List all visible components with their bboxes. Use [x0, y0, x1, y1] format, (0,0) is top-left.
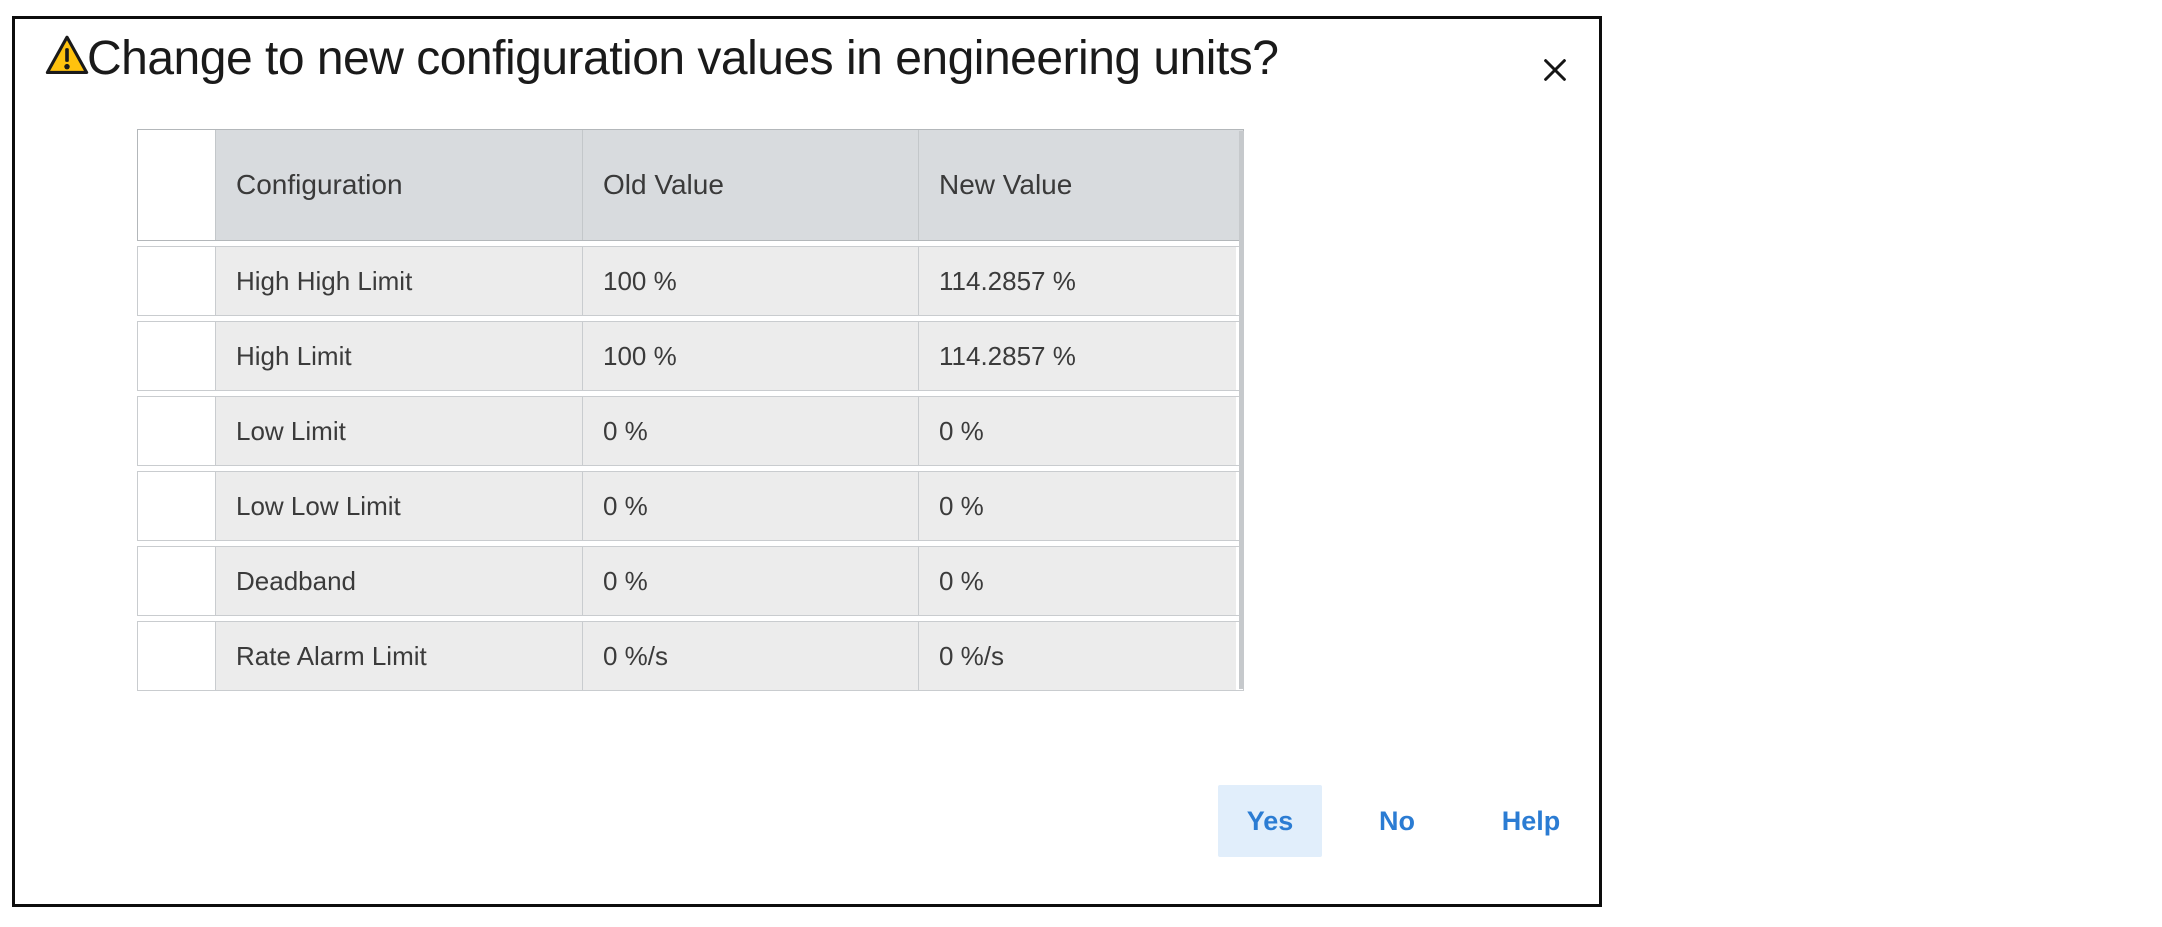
configuration-cell: Low Limit [216, 397, 583, 465]
no-button[interactable]: No [1347, 785, 1447, 857]
new-value-cell: 0 % [919, 547, 1236, 615]
table-row[interactable]: Low Limit 0 % 0 % [137, 396, 1244, 466]
close-icon [1540, 55, 1570, 88]
table-header-row: Configuration Old Value New Value [137, 129, 1244, 241]
row-selector-cell[interactable] [138, 547, 216, 615]
config-table: Configuration Old Value New Value High H… [137, 129, 1244, 695]
scrollbar-track[interactable] [1239, 131, 1244, 689]
table-body: High High Limit 100 % 114.2857 % High Li… [137, 246, 1244, 691]
header-cell-selector [138, 130, 216, 240]
yes-button[interactable]: Yes [1218, 785, 1322, 857]
configuration-cell: Deadband [216, 547, 583, 615]
table-row[interactable]: High High Limit 100 % 114.2857 % [137, 246, 1244, 316]
table-row[interactable]: Rate Alarm Limit 0 %/s 0 %/s [137, 621, 1244, 691]
configuration-cell: High High Limit [216, 247, 583, 315]
header-cell-configuration: Configuration [216, 130, 583, 240]
old-value-cell: 100 % [583, 247, 919, 315]
help-button[interactable]: Help [1471, 785, 1591, 857]
old-value-cell: 0 % [583, 397, 919, 465]
row-selector-cell[interactable] [138, 322, 216, 390]
close-button[interactable] [1531, 47, 1579, 95]
new-value-cell: 114.2857 % [919, 322, 1236, 390]
table-row[interactable]: High Limit 100 % 114.2857 % [137, 321, 1244, 391]
old-value-cell: 100 % [583, 322, 919, 390]
new-value-cell: 0 %/s [919, 622, 1236, 690]
row-selector-cell[interactable] [138, 247, 216, 315]
dialog-title: Change to new configuration values in en… [87, 32, 1279, 85]
new-value-cell: 114.2857 % [919, 247, 1236, 315]
row-selector-cell[interactable] [138, 622, 216, 690]
table-row[interactable]: Deadband 0 % 0 % [137, 546, 1244, 616]
new-value-cell: 0 % [919, 397, 1236, 465]
old-value-cell: 0 % [583, 547, 919, 615]
configuration-cell: Low Low Limit [216, 472, 583, 540]
confirmation-dialog: Change to new configuration values in en… [12, 16, 1602, 907]
new-value-cell: 0 % [919, 472, 1236, 540]
old-value-cell: 0 %/s [583, 622, 919, 690]
configuration-cell: Rate Alarm Limit [216, 622, 583, 690]
header-cell-old-value: Old Value [583, 130, 919, 240]
header-cell-new-value: New Value [939, 169, 1073, 200]
table-row[interactable]: Low Low Limit 0 % 0 % [137, 471, 1244, 541]
row-selector-cell[interactable] [138, 472, 216, 540]
row-selector-cell[interactable] [138, 397, 216, 465]
warning-icon [45, 35, 89, 75]
configuration-cell: High Limit [216, 322, 583, 390]
old-value-cell: 0 % [583, 472, 919, 540]
